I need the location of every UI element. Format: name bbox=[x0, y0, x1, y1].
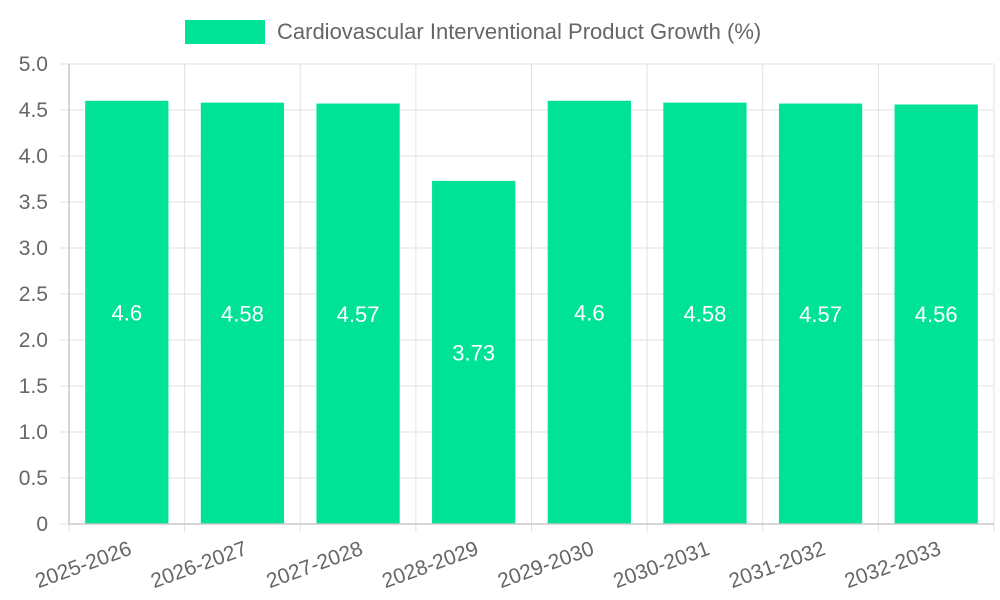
x-tick-label: 2025-2026 bbox=[32, 537, 134, 593]
legend[interactable]: Cardiovascular Interventional Product Gr… bbox=[185, 19, 761, 44]
x-tick-label: 2031-2032 bbox=[726, 537, 828, 593]
bar-data-label: 4.58 bbox=[684, 301, 727, 326]
x-tick-label: 2026-2027 bbox=[148, 537, 250, 593]
y-tick-label: 2.5 bbox=[19, 283, 48, 306]
y-tick-label: 5.0 bbox=[19, 53, 48, 76]
legend-label[interactable]: Cardiovascular Interventional Product Gr… bbox=[277, 19, 761, 44]
bar[interactable] bbox=[432, 180, 516, 524]
bar[interactable] bbox=[316, 103, 400, 524]
bar-data-label: 4.6 bbox=[574, 300, 605, 325]
bar-data-label: 4.56 bbox=[915, 302, 958, 327]
y-tick-label: 2.0 bbox=[19, 329, 48, 352]
bar[interactable] bbox=[663, 102, 747, 524]
bar-data-label: 4.6 bbox=[112, 300, 143, 325]
x-tick-label: 2027-2028 bbox=[264, 537, 366, 593]
x-tick-label: 2030-2031 bbox=[610, 537, 712, 593]
x-tick-label: 2028-2029 bbox=[379, 537, 481, 593]
x-tick-label: 2032-2033 bbox=[842, 537, 944, 593]
legend-swatch[interactable] bbox=[185, 20, 265, 44]
y-tick-label: 4.0 bbox=[19, 145, 48, 168]
bar[interactable] bbox=[894, 104, 978, 524]
x-tick-label: 2029-2030 bbox=[495, 537, 597, 593]
bar-data-label: 4.57 bbox=[799, 302, 842, 327]
bar[interactable] bbox=[85, 100, 169, 525]
bar[interactable] bbox=[778, 103, 863, 524]
bar-data-label: 4.58 bbox=[221, 301, 264, 326]
bar[interactable] bbox=[200, 102, 285, 524]
y-tick-label: 3.5 bbox=[19, 191, 48, 214]
bar-layer: 4.6 4.58 4.57 3.73 4.6 4.58 4.57 4.56 bbox=[85, 100, 978, 525]
bar-data-label: 3.73 bbox=[452, 340, 495, 365]
y-tick-label: 0.5 bbox=[19, 467, 48, 490]
y-tick-label: 0 bbox=[36, 513, 48, 536]
y-tick-label: 4.5 bbox=[19, 99, 48, 122]
bar-data-label: 4.57 bbox=[337, 302, 380, 327]
bar[interactable] bbox=[547, 100, 631, 525]
y-tick-label: 1.0 bbox=[19, 421, 48, 444]
y-tick-label: 1.5 bbox=[19, 375, 48, 398]
y-tick-label: 3.0 bbox=[19, 237, 48, 260]
